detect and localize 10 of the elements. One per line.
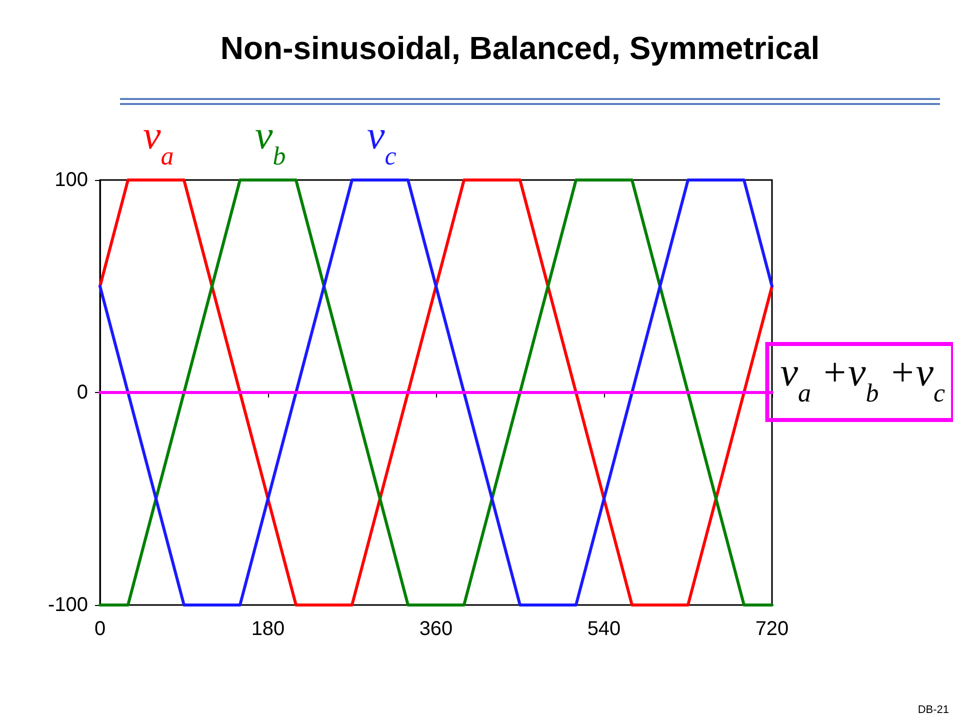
x-tick-label: 0 bbox=[94, 618, 106, 640]
x-tick-label: 720 bbox=[755, 618, 789, 640]
x-tick-label: 360 bbox=[419, 618, 453, 640]
text: DB-21 bbox=[918, 704, 949, 716]
x-tick-label: 180 bbox=[251, 618, 285, 640]
chart-title: Non-sinusoidal, Balanced, Symmetrical bbox=[219, 30, 821, 67]
y-tick-label: 100 bbox=[54, 169, 88, 191]
y-tick-label: -100 bbox=[48, 594, 88, 616]
x-tick-label: 540 bbox=[587, 618, 621, 640]
y-tick-label: 0 bbox=[76, 382, 88, 404]
